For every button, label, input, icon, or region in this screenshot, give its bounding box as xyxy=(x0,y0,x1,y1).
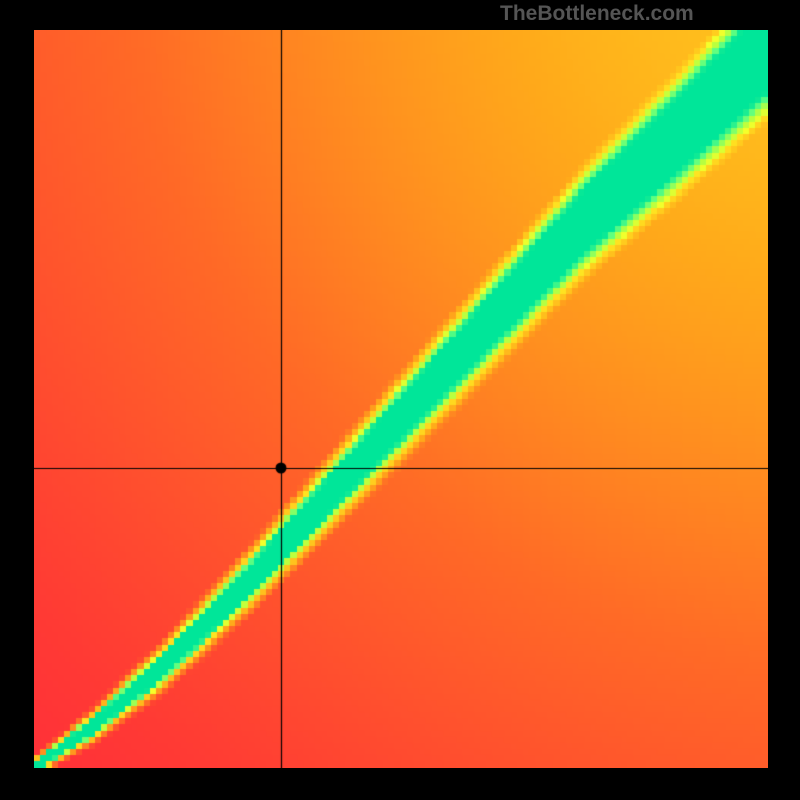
bottleneck-heatmap xyxy=(34,30,768,768)
watermark-text: TheBottleneck.com xyxy=(500,2,694,26)
frame-right xyxy=(768,0,800,800)
frame-left xyxy=(0,0,34,800)
frame-bottom xyxy=(0,768,800,800)
